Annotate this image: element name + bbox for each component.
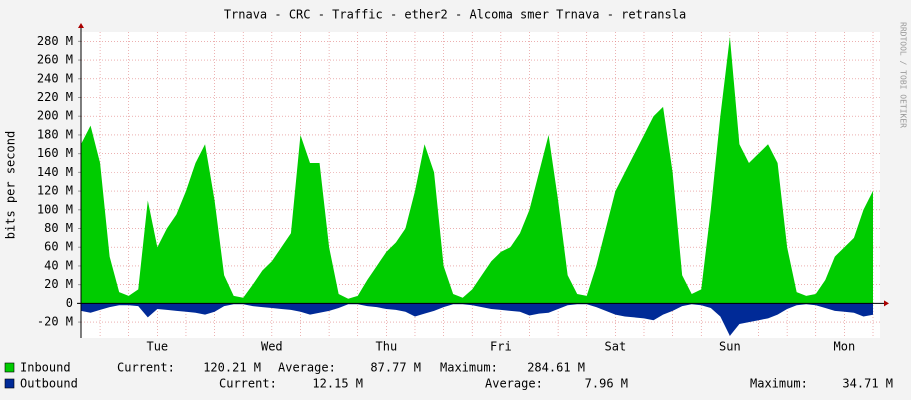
y-axis-title: bits per second <box>4 131 18 239</box>
y-tick-label: 260 M <box>37 53 73 67</box>
legend-stat-value: 12.15 M <box>312 377 363 391</box>
legend-stat-value: 284.61 M <box>527 361 585 375</box>
x-tick-label: Wed <box>261 340 283 354</box>
watermark: RRDTOOL / TOBI OETIKER <box>899 22 908 128</box>
chart-title: Trnava - CRC - Traffic - ether2 - Alcoma… <box>224 8 686 22</box>
legend-stat-label: Average: <box>485 377 543 391</box>
legend-stat-value: 7.96 M <box>585 377 628 391</box>
y-tick-label: 240 M <box>37 71 73 85</box>
x-tick-label: Sun <box>719 340 741 354</box>
x-tick-label: Thu <box>376 340 398 354</box>
y-tick-label: 60 M <box>44 240 73 254</box>
area <box>81 303 873 336</box>
y-tick-label: 0 <box>66 296 73 310</box>
x-tick-label: Fri <box>490 340 512 354</box>
legend-stat-label: Maximum: <box>750 377 808 391</box>
y-tick-label: 40 M <box>44 258 73 272</box>
y-tick-label: 280 M <box>37 34 73 48</box>
legend-stat-value: 120.21 M <box>203 361 261 375</box>
y-tick-label: 20 M <box>44 277 73 291</box>
x-tick-label: Tue <box>146 340 168 354</box>
y-tick-label: 180 M <box>37 127 73 141</box>
legend-stat-label: Average: <box>278 361 336 375</box>
legend-swatch <box>4 378 15 389</box>
legend-swatch <box>4 362 15 373</box>
x-tick-label: Sat <box>605 340 627 354</box>
legend-stat-label: Current: <box>219 377 277 391</box>
legend-stat-label: Maximum: <box>440 361 498 375</box>
axis-arrow <box>884 300 889 307</box>
legend-stat-value: 34.71 M <box>842 377 893 391</box>
x-tick-label: Mon <box>834 340 856 354</box>
y-tick-label: -20 M <box>37 315 73 329</box>
y-tick-label: 200 M <box>37 109 73 123</box>
y-tick-label: 160 M <box>37 146 73 160</box>
y-tick-label: 140 M <box>37 165 73 179</box>
area <box>81 37 873 304</box>
y-tick-label: 80 M <box>44 221 73 235</box>
y-tick-label: 220 M <box>37 90 73 104</box>
legend-stat-value: 87.77 M <box>370 361 421 375</box>
axis-arrow <box>78 23 84 28</box>
legend-label: Inbound <box>20 361 71 375</box>
y-tick-label: 100 M <box>37 202 73 216</box>
legend-stat-label: Current: <box>117 361 175 375</box>
legend-label: Outbound <box>20 377 78 391</box>
y-tick-label: 120 M <box>37 184 73 198</box>
